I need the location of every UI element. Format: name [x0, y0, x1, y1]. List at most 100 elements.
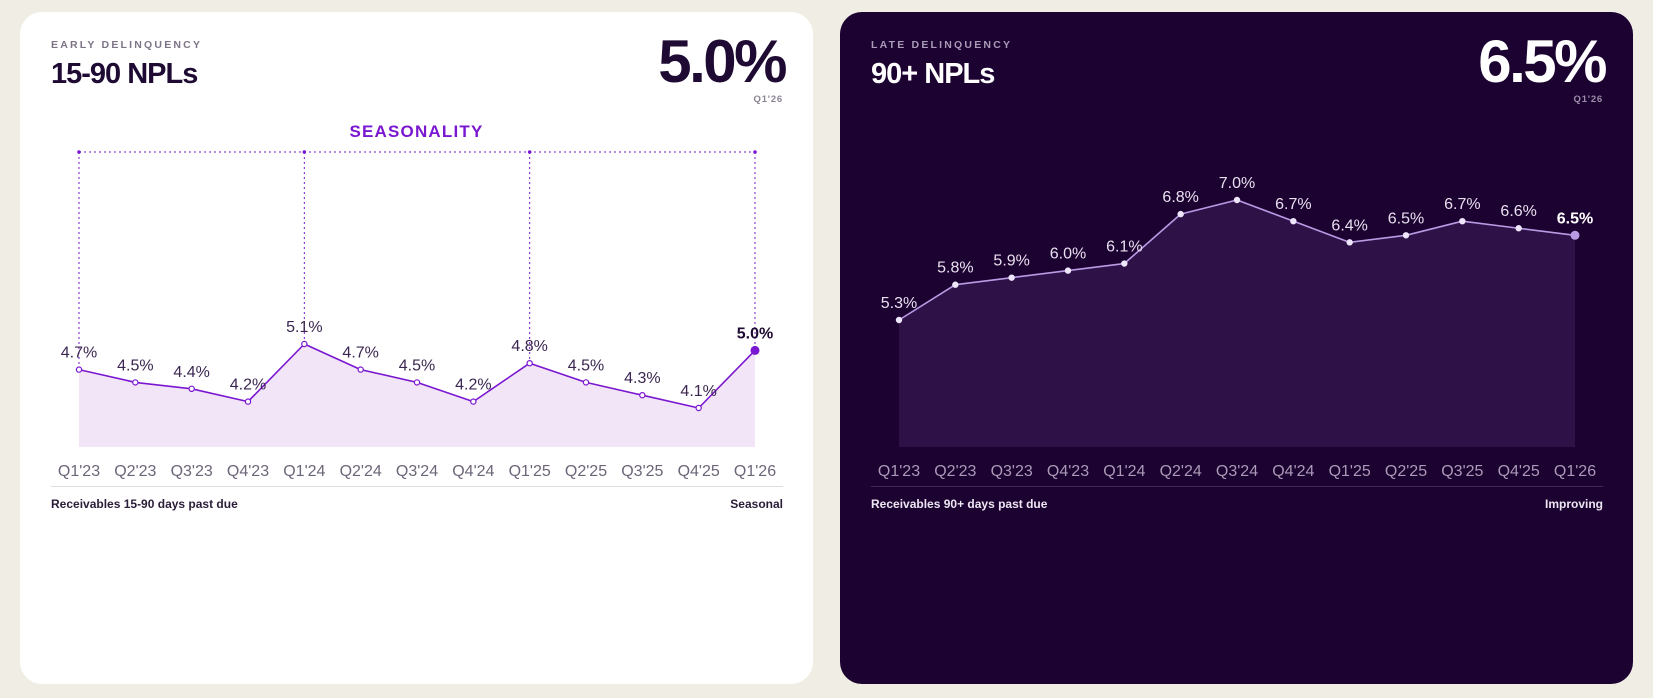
data-label: 4.2%: [230, 377, 266, 394]
data-point: [1233, 196, 1241, 204]
x-tick-label: Q1'25: [509, 463, 551, 480]
data-point: [695, 404, 702, 412]
data-label: 4.1%: [680, 383, 716, 400]
data-point: [582, 379, 590, 386]
data-point: [1346, 239, 1353, 246]
headline-period: Q1'26: [753, 94, 783, 105]
data-label: 6.0%: [1050, 246, 1086, 263]
series-area: [79, 344, 755, 447]
x-tick-label: Q2'25: [1385, 463, 1427, 480]
seasonality-guide-dot: [302, 150, 307, 154]
data-point: [1515, 225, 1522, 232]
x-tick-label: Q1'23: [58, 463, 100, 480]
data-label: 6.4%: [1331, 217, 1367, 234]
data-point: [413, 379, 421, 386]
data-label: 4.5%: [399, 357, 435, 374]
x-tick-label: Q1'23: [878, 463, 920, 480]
data-label: 4.2%: [455, 377, 491, 394]
footer-status: Seasonal: [730, 497, 783, 511]
data-label: 7.0%: [1219, 175, 1255, 192]
data-label: 4.7%: [61, 345, 97, 362]
data-label: 6.8%: [1162, 189, 1198, 206]
data-point: [526, 360, 533, 367]
data-label: 4.3%: [624, 370, 660, 387]
data-label: 4.5%: [117, 357, 153, 374]
data-point: [1177, 210, 1184, 218]
data-point: [132, 379, 139, 386]
data-label: 6.5%: [1557, 210, 1593, 227]
data-label: 5.3%: [881, 295, 917, 312]
headline-period: Q1'26: [1573, 94, 1603, 105]
data-label: 6.7%: [1444, 196, 1480, 213]
card-eyebrow: LATE DELINQUENCY: [871, 39, 1013, 51]
x-tick-label: Q1'25: [1329, 463, 1371, 480]
x-tick-label: Q3'23: [171, 463, 213, 480]
headline-value: 6.5%: [1478, 28, 1607, 95]
data-label: 6.5%: [1388, 210, 1424, 227]
early-delinquency-chart: 4.7% 4.5% 4.4% 4.2% 5.1% 4.7% 4.5% 4.2% 4.8% 4.5%…: [58, 150, 776, 480]
card-title: 15-90 NPLs: [51, 58, 198, 90]
headline-value: 5.0%: [658, 28, 787, 95]
x-tick-label: Q4'23: [1047, 463, 1089, 480]
data-label: 6.6%: [1500, 203, 1536, 220]
data-label: 5.1%: [286, 319, 322, 336]
data-point-highlight: [1570, 230, 1580, 240]
data-label: 6.7%: [1275, 196, 1311, 213]
x-tick-label: Q2'23: [114, 463, 156, 480]
footer-description: Receivables 15-90 days past due: [51, 497, 238, 511]
data-label: 5.8%: [937, 260, 973, 277]
x-tick-label: Q2'23: [934, 463, 976, 480]
data-point: [1459, 217, 1466, 225]
data-point: [1290, 217, 1297, 225]
data-point: [1402, 232, 1410, 239]
data-point: [244, 398, 252, 405]
data-point: [188, 385, 195, 392]
data-label: 4.4%: [173, 364, 209, 381]
series-area: [899, 200, 1575, 447]
data-point-highlight: [750, 345, 760, 355]
x-tick-label: Q3'25: [1441, 463, 1483, 480]
x-tick-label: Q1'24: [1103, 463, 1145, 480]
seasonality-label: SEASONALITY: [349, 122, 484, 141]
footer-divider: [871, 486, 1603, 487]
data-point: [470, 398, 477, 405]
data-label: 4.5%: [568, 357, 604, 374]
x-tick-label: Q3'25: [621, 463, 663, 480]
x-tick-label: Q2'24: [1160, 463, 1202, 480]
card-eyebrow: EARLY DELINQUENCY: [51, 39, 203, 51]
late-delinquency-chart: 5.3% 5.8% 5.9% 6.0% 6.1% 6.8% 7.0% 6.7% 6.4% 6.5%…: [878, 175, 1596, 480]
data-label: 4.8%: [511, 338, 547, 355]
card-title: 90+ NPLs: [871, 58, 995, 90]
early-delinquency-card: EARLY DELINQUENCY 15-90 NPLs 5.0% Q1'26 …: [20, 12, 813, 684]
data-point: [75, 366, 83, 373]
x-tick-label: Q2'25: [565, 463, 607, 480]
x-tick-label: Q1'26: [734, 463, 776, 480]
data-label: 5.9%: [993, 253, 1029, 270]
data-label: 4.7%: [342, 345, 378, 362]
data-point: [1121, 260, 1128, 267]
x-tick-label: Q3'24: [396, 463, 438, 480]
data-point: [357, 366, 364, 373]
x-tick-label: Q4'24: [452, 463, 494, 480]
x-tick-label: Q2'24: [340, 463, 382, 480]
data-label: 6.1%: [1106, 239, 1142, 256]
data-point: [895, 316, 903, 324]
footer-divider: [51, 486, 783, 487]
data-point: [1008, 274, 1015, 281]
x-tick-label: Q4'23: [227, 463, 269, 480]
x-tick-label: Q1'26: [1554, 463, 1596, 480]
x-tick-label: Q4'25: [678, 463, 720, 480]
seasonality-guide-dot: [77, 150, 81, 154]
data-point: [1064, 267, 1072, 274]
x-tick-label: Q1'24: [283, 463, 325, 480]
x-tick-label: Q4'25: [1498, 463, 1540, 480]
data-label: 5.0%: [737, 325, 773, 342]
footer-description: Receivables 90+ days past due: [871, 497, 1048, 511]
data-point: [301, 340, 308, 348]
seasonality-guide-dot: [753, 150, 757, 154]
x-tick-label: Q3'23: [991, 463, 1033, 480]
seasonality-guide-dot: [527, 150, 532, 154]
late-delinquency-card: LATE DELINQUENCY 90+ NPLs 6.5% Q1'26 5.3…: [840, 12, 1633, 684]
data-point: [639, 392, 646, 399]
data-point: [952, 281, 959, 288]
